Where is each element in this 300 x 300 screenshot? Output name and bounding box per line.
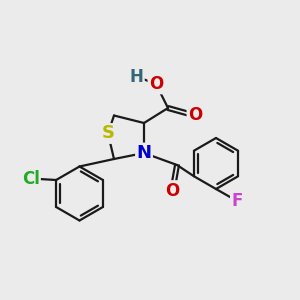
Text: O: O bbox=[165, 182, 180, 200]
Text: O: O bbox=[188, 106, 202, 124]
Text: F: F bbox=[231, 192, 243, 210]
Text: O: O bbox=[149, 75, 163, 93]
Text: H: H bbox=[130, 68, 143, 85]
Text: S: S bbox=[101, 124, 115, 142]
Text: N: N bbox=[136, 144, 152, 162]
Text: Cl: Cl bbox=[22, 169, 40, 188]
